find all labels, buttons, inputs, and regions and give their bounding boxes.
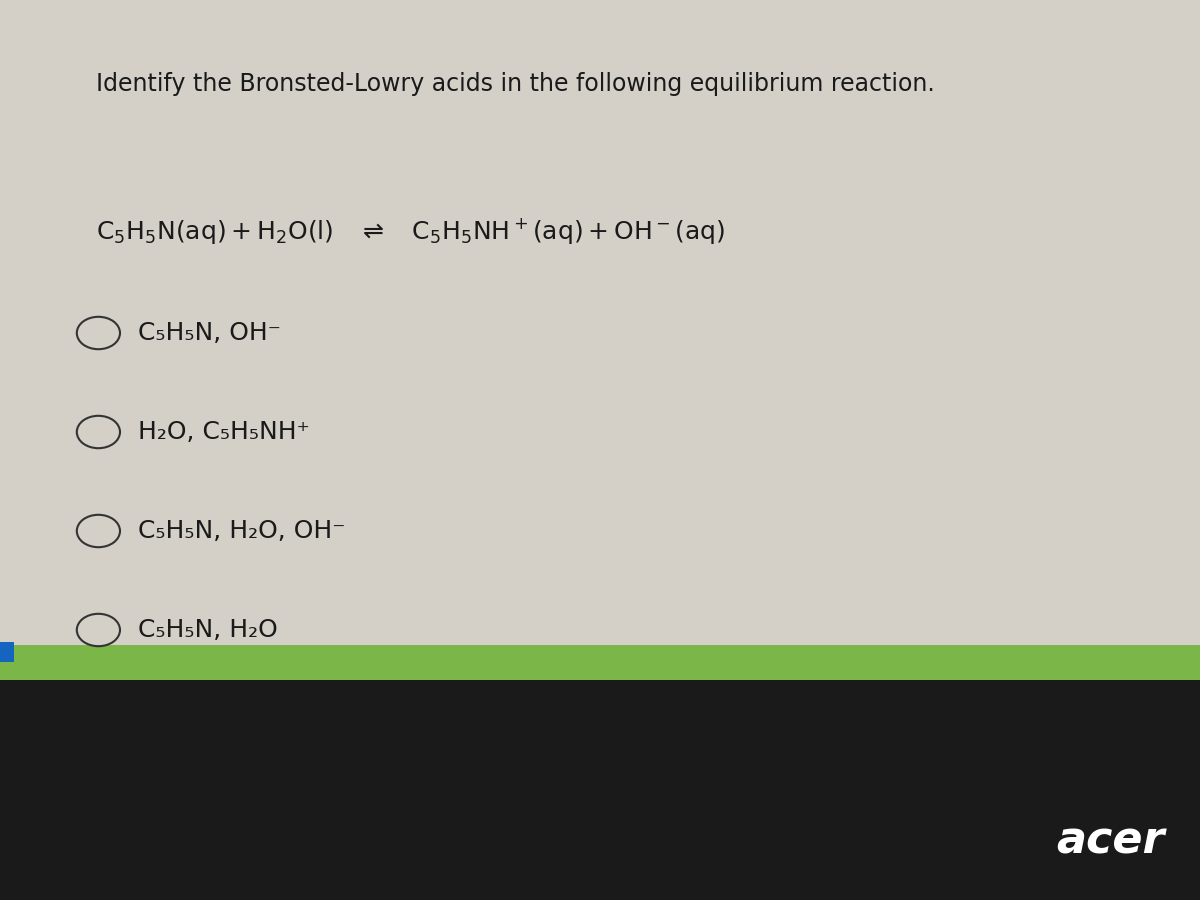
Text: $\mathregular{C_5H_5N(aq) + H_2O(l)}$   $\rightleftharpoons$   $\mathregular{C_5: $\mathregular{C_5H_5N(aq) + H_2O(l)}$ $\…: [96, 216, 725, 246]
Text: C₅H₅N, H₂O: C₅H₅N, H₂O: [138, 618, 277, 642]
Text: acer: acer: [1056, 820, 1164, 863]
FancyBboxPatch shape: [0, 0, 1200, 648]
FancyBboxPatch shape: [0, 642, 14, 662]
FancyBboxPatch shape: [0, 645, 1200, 680]
Text: H₂O, C₅H₅NH⁺: H₂O, C₅H₅NH⁺: [138, 420, 310, 444]
Text: Identify the Bronsted-Lowry acids in the following equilibrium reaction.: Identify the Bronsted-Lowry acids in the…: [96, 72, 935, 96]
Text: C₅H₅N, OH⁻: C₅H₅N, OH⁻: [138, 321, 281, 345]
Text: C₅H₅N, H₂O, OH⁻: C₅H₅N, H₂O, OH⁻: [138, 519, 346, 543]
